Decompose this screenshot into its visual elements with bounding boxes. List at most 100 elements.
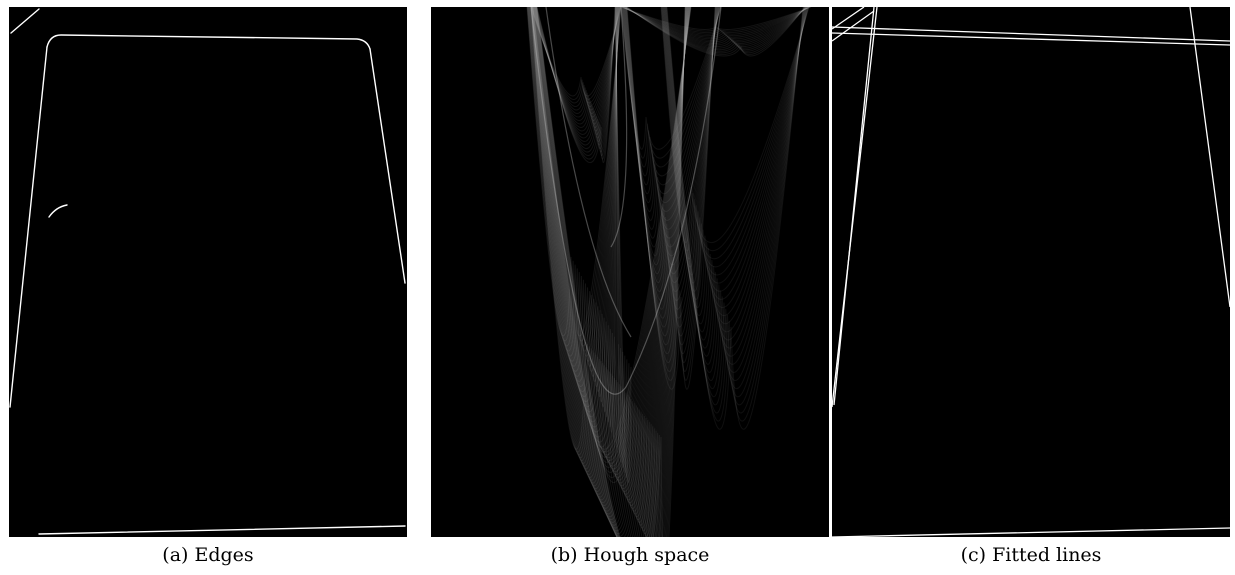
hough-curve	[530, 7, 692, 456]
hough-curve	[626, 7, 807, 54]
hough-curve	[663, 7, 807, 333]
hough-curve	[527, 7, 621, 372]
hough-curve	[534, 7, 688, 537]
hough-curve	[528, 7, 620, 398]
hough-curve	[528, 7, 620, 392]
edges-canvas	[9, 8, 406, 535]
hough-curve	[662, 7, 808, 308]
hough-curve	[664, 7, 806, 365]
hough-curve	[531, 7, 626, 468]
hough-curve	[527, 7, 621, 357]
hough-curve	[665, 7, 805, 406]
edge-corner-top-left	[10, 8, 40, 34]
hough-curve	[535, 7, 687, 537]
fitted-line-corner-b	[832, 10, 875, 42]
hough-curve	[625, 7, 717, 337]
hough-curve	[534, 7, 688, 532]
hough-curve	[532, 7, 628, 473]
hough-curve	[530, 7, 692, 450]
hough-curve	[622, 7, 720, 230]
hough-curve	[526, 7, 622, 342]
hough-curve	[534, 7, 688, 529]
hough-curve	[661, 7, 809, 260]
hough-curve	[532, 7, 620, 118]
hough-curve	[530, 7, 618, 443]
hough-curve	[535, 7, 687, 537]
hough-curve	[532, 7, 690, 501]
edge-document-top-boundary	[46, 34, 371, 50]
hough-curve	[534, 7, 688, 537]
hough-curve	[621, 7, 811, 32]
hough-curve	[621, 7, 811, 34]
hough-curve	[532, 7, 690, 484]
hough-curve	[625, 7, 807, 52]
hough-curve	[620, 7, 722, 168]
hough-curve	[528, 7, 620, 382]
hough-curve	[624, 7, 808, 46]
caption-hough-space: (b) Hough space	[550, 544, 710, 566]
hough-curve	[622, 7, 810, 37]
hough-curve	[531, 7, 691, 461]
hough-curve	[533, 7, 689, 518]
hough-curve	[624, 7, 718, 328]
hough-curve	[534, 7, 688, 537]
hough-curve	[621, 7, 721, 195]
hough-curve	[535, 7, 687, 537]
hough-curve	[662, 7, 808, 300]
hough-curve	[622, 7, 720, 212]
hough-curve	[530, 7, 692, 458]
hough-curve	[530, 7, 692, 453]
hough-curve	[532, 7, 620, 114]
hough-curve	[531, 7, 621, 107]
hough-ridge	[545, 7, 632, 338]
hough-curve	[533, 7, 689, 504]
hough-curve	[623, 7, 809, 44]
hough-curve	[663, 7, 807, 341]
hough-curve	[662, 7, 808, 292]
hough-curve	[534, 7, 618, 139]
hough-curve	[535, 7, 687, 537]
hough-curve	[536, 7, 616, 160]
hough-curve	[531, 7, 691, 473]
fitted-line-left-b	[833, 7, 875, 406]
hough-curve	[626, 7, 716, 381]
hough-curve	[620, 7, 722, 150]
hough-curve	[666, 7, 804, 422]
hough-curve	[536, 7, 686, 537]
hough-curve	[532, 7, 690, 490]
hough-curve	[533, 7, 619, 136]
hough-curve	[624, 7, 718, 319]
hough-curve	[620, 7, 812, 30]
fitted-line-top-a	[832, 26, 1230, 42]
hough-curve	[622, 7, 720, 221]
hough-curve	[532, 7, 690, 498]
hough-curve	[664, 7, 806, 357]
hough-curve	[536, 7, 686, 537]
hough-curve	[536, 7, 686, 537]
hough-curve	[665, 7, 805, 414]
edge-document-right-boundary	[369, 48, 406, 284]
hough-curve	[623, 7, 719, 275]
hough-curve	[531, 7, 622, 458]
hough-curve	[620, 7, 722, 159]
hough-curve	[625, 7, 717, 355]
hough-curve	[626, 7, 716, 372]
hough-curve	[535, 7, 687, 537]
hough-curve	[534, 7, 688, 535]
hough-curve	[531, 7, 691, 475]
fitted-line-bottom	[832, 527, 1230, 537]
hough-curve	[622, 7, 810, 40]
hough-curve	[533, 7, 689, 523]
hough-curve	[532, 7, 630, 478]
hough-space-canvas	[526, 7, 812, 537]
hough-curve	[624, 7, 808, 49]
hough-curve	[663, 7, 807, 325]
hough-curve	[626, 7, 806, 57]
hough-curve	[531, 7, 691, 467]
hough-curve	[536, 7, 686, 537]
hough-curve	[660, 7, 810, 244]
hough-curve	[531, 7, 691, 481]
hough-curve	[532, 7, 690, 492]
hough-curve	[530, 7, 622, 100]
hough-curve	[621, 7, 811, 35]
